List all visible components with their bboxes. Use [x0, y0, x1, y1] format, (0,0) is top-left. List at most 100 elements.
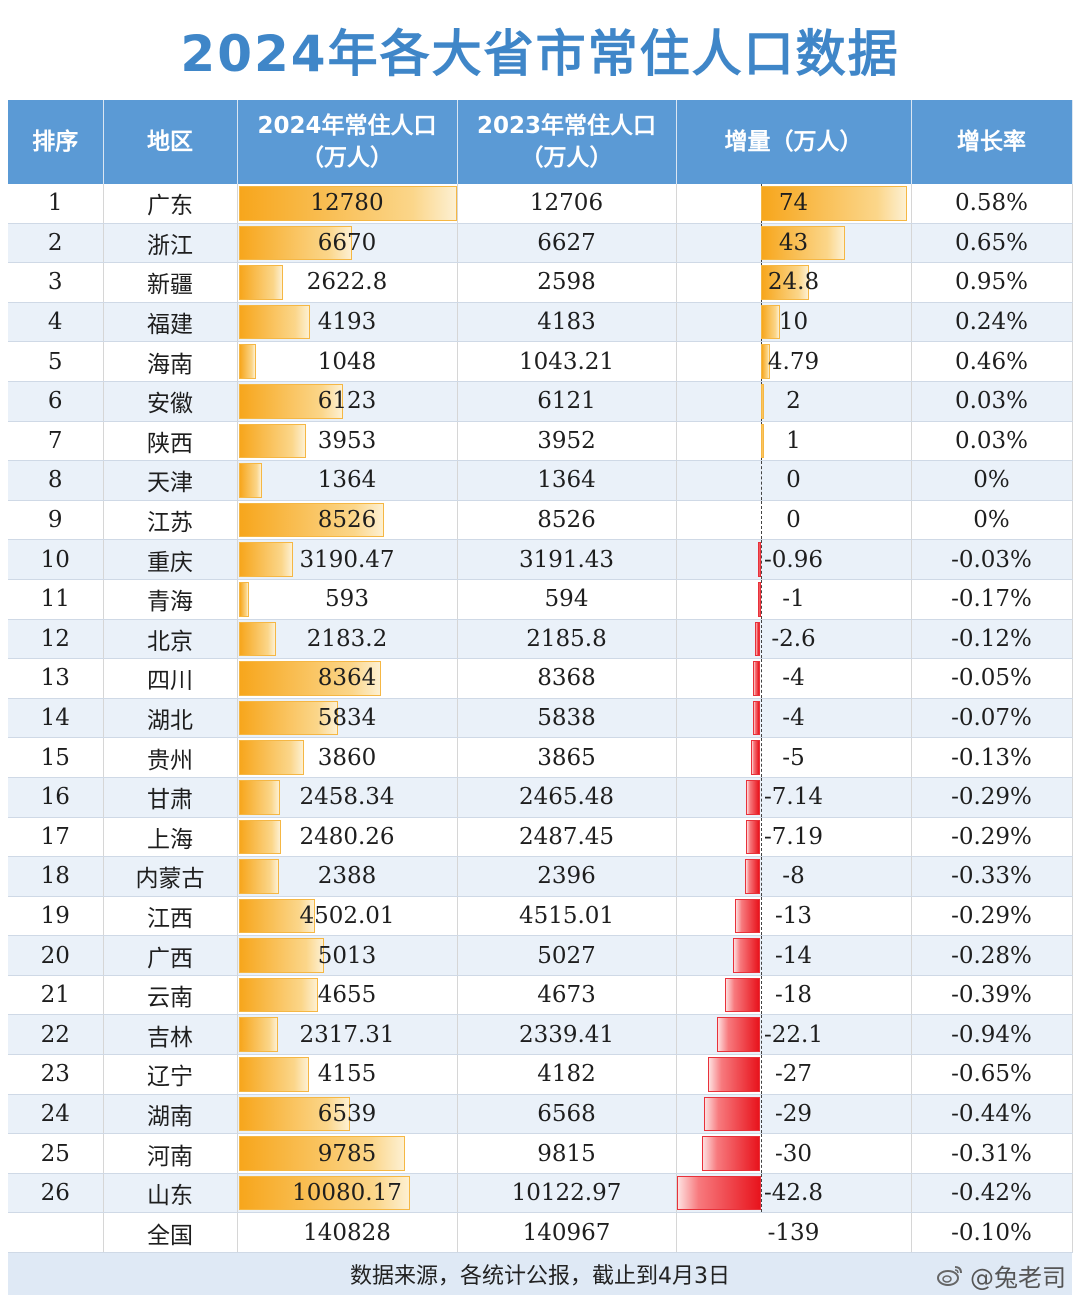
delta-cell: -7.19	[676, 817, 912, 858]
rank-cell-text: 16	[40, 784, 70, 811]
pop2024-cell: 6539	[237, 1094, 458, 1135]
delta-negative-bar	[734, 898, 761, 934]
delta-cell: 10	[676, 302, 912, 343]
pop2024-cell: 4155	[237, 1054, 458, 1095]
rate-cell-text: 0.65%	[954, 229, 1029, 256]
region-cell: 江苏	[103, 500, 238, 541]
region-cell: 安徽	[103, 381, 238, 422]
pop2023-cell-text: 1364	[537, 467, 596, 494]
delta-zero-axis	[760, 540, 762, 579]
region-cell: 江西	[103, 896, 238, 937]
delta-cell: 2	[676, 381, 912, 422]
delta-cell-text: -27	[774, 1061, 813, 1088]
delta-zero-axis	[760, 1094, 762, 1133]
pop2023-cell-text: 2487.45	[518, 823, 615, 850]
watermark: @兔老司	[936, 1256, 1066, 1294]
region-cell-text: 辽宁	[147, 1064, 193, 1091]
pop2023-cell: 6121	[457, 381, 677, 422]
delta-cell: 0	[676, 460, 912, 501]
pop2024-bar	[238, 542, 293, 577]
pop2024-cell-text: 8364	[317, 665, 377, 692]
pop2024-cell: 3860	[237, 737, 458, 778]
rate-cell: 0.95%	[911, 262, 1073, 303]
delta-cell-text: -2.6	[771, 625, 816, 652]
pop2023-cell-text: 10122.97	[511, 1180, 622, 1207]
delta-cell-text: -13	[774, 902, 813, 929]
rank-cell: 22	[8, 1014, 104, 1056]
rate-cell-text: 0.03%	[954, 427, 1029, 454]
delta-cell: -14	[676, 935, 912, 976]
rank-cell: 13	[8, 658, 104, 699]
pop2023-cell-text: 6627	[537, 229, 596, 256]
rank-cell-text: 14	[40, 705, 70, 732]
rate-cell-text: -0.94%	[951, 1021, 1032, 1048]
pop2024-cell: 12780	[237, 184, 458, 224]
region-cell-text: 新疆	[147, 272, 193, 299]
region-cell-text: 陕西	[147, 430, 193, 457]
rate-cell: 0.24%	[911, 302, 1073, 343]
delta-positive-bar	[760, 225, 846, 261]
pop2023-cell: 5838	[457, 698, 677, 739]
rank-cell-text: 19	[40, 902, 70, 929]
pop2024-cell-text: 6539	[317, 1100, 377, 1127]
pop2024-bar	[238, 423, 306, 459]
pop2024-bar	[238, 502, 384, 538]
pop2023-cell: 4183	[457, 302, 677, 343]
rate-cell: -0.17%	[911, 579, 1073, 620]
table-row: 14 湖北 5834 5838 -4 -0.07%	[8, 698, 1073, 739]
pop2024-cell-text: 2458.34	[299, 784, 395, 811]
rate-cell-text: -0.44%	[951, 1100, 1032, 1127]
total-pop2023-cell: 140967	[457, 1212, 677, 1254]
delta-zero-axis	[760, 619, 762, 658]
region-cell-text: 云南	[147, 985, 193, 1012]
delta-cell: 74	[676, 184, 912, 224]
delta-cell: -0.96	[676, 539, 912, 580]
rank-cell: 24	[8, 1094, 104, 1135]
page-title: 2024年各大省市常住人口数据	[0, 0, 1080, 100]
pop2023-cell-text: 3191.43	[518, 546, 615, 573]
pop2023-cell: 2185.8	[457, 619, 677, 660]
delta-negative-bar	[703, 1096, 761, 1132]
delta-zero-axis	[760, 1173, 762, 1212]
rank-cell-text: 8	[47, 467, 63, 494]
rate-cell: -0.12%	[911, 619, 1073, 660]
region-cell-text: 河南	[147, 1143, 193, 1170]
delta-positive-bar	[760, 344, 770, 379]
delta-negative-bar	[757, 581, 761, 617]
region-cell-text: 湖南	[147, 1103, 193, 1130]
total-region-cell: 全国	[103, 1212, 238, 1254]
pop2023-cell: 2339.41	[457, 1014, 677, 1056]
pop2023-cell-text: 4515.01	[518, 902, 615, 929]
delta-cell-text: -7.19	[764, 823, 823, 850]
region-cell: 广东	[103, 184, 238, 224]
pop2024-cell-text: 4502.01	[299, 902, 395, 929]
rate-cell: -0.65%	[911, 1054, 1073, 1095]
table-row: 11 青海 593 594 -1 -0.17%	[8, 579, 1073, 620]
rank-cell-text: 3	[47, 269, 63, 296]
region-cell-text: 北京	[147, 628, 193, 655]
rank-cell: 14	[8, 698, 104, 739]
pop2024-bar	[238, 621, 276, 657]
region-cell: 北京	[103, 619, 238, 660]
pop2024-cell-text: 3860	[317, 744, 377, 771]
pop2024-cell: 4193	[237, 302, 458, 343]
delta-negative-bar	[717, 1017, 761, 1053]
delta-cell-text: 0	[786, 467, 801, 494]
delta-cell-text: -4	[782, 705, 805, 732]
pop2024-cell-text: 4655	[317, 982, 377, 1009]
rate-cell-text: -0.28%	[951, 942, 1032, 969]
table-row: 26 山东 10080.17 10122.97 -42.8 -0.42%	[8, 1173, 1073, 1214]
table-row: 20 广西 5013 5027 -14 -0.28%	[8, 935, 1073, 976]
pop2024-cell-text: 3190.47	[299, 546, 395, 573]
rate-cell: -0.39%	[911, 975, 1073, 1016]
pop2024-cell: 2183.2	[237, 619, 458, 660]
table-row: 19 江西 4502.01 4515.01 -13 -0.29%	[8, 896, 1073, 937]
rank-cell-text: 21	[40, 982, 70, 1009]
pop2023-cell-text: 8368	[537, 665, 596, 692]
region-cell-text: 浙江	[147, 232, 193, 259]
pop2024-cell: 4655	[237, 975, 458, 1016]
rank-cell: 26	[8, 1173, 104, 1214]
delta-negative-bar	[752, 661, 761, 696]
pop2023-cell-text: 594	[544, 586, 589, 613]
pop2024-cell-text: 6123	[317, 388, 377, 415]
